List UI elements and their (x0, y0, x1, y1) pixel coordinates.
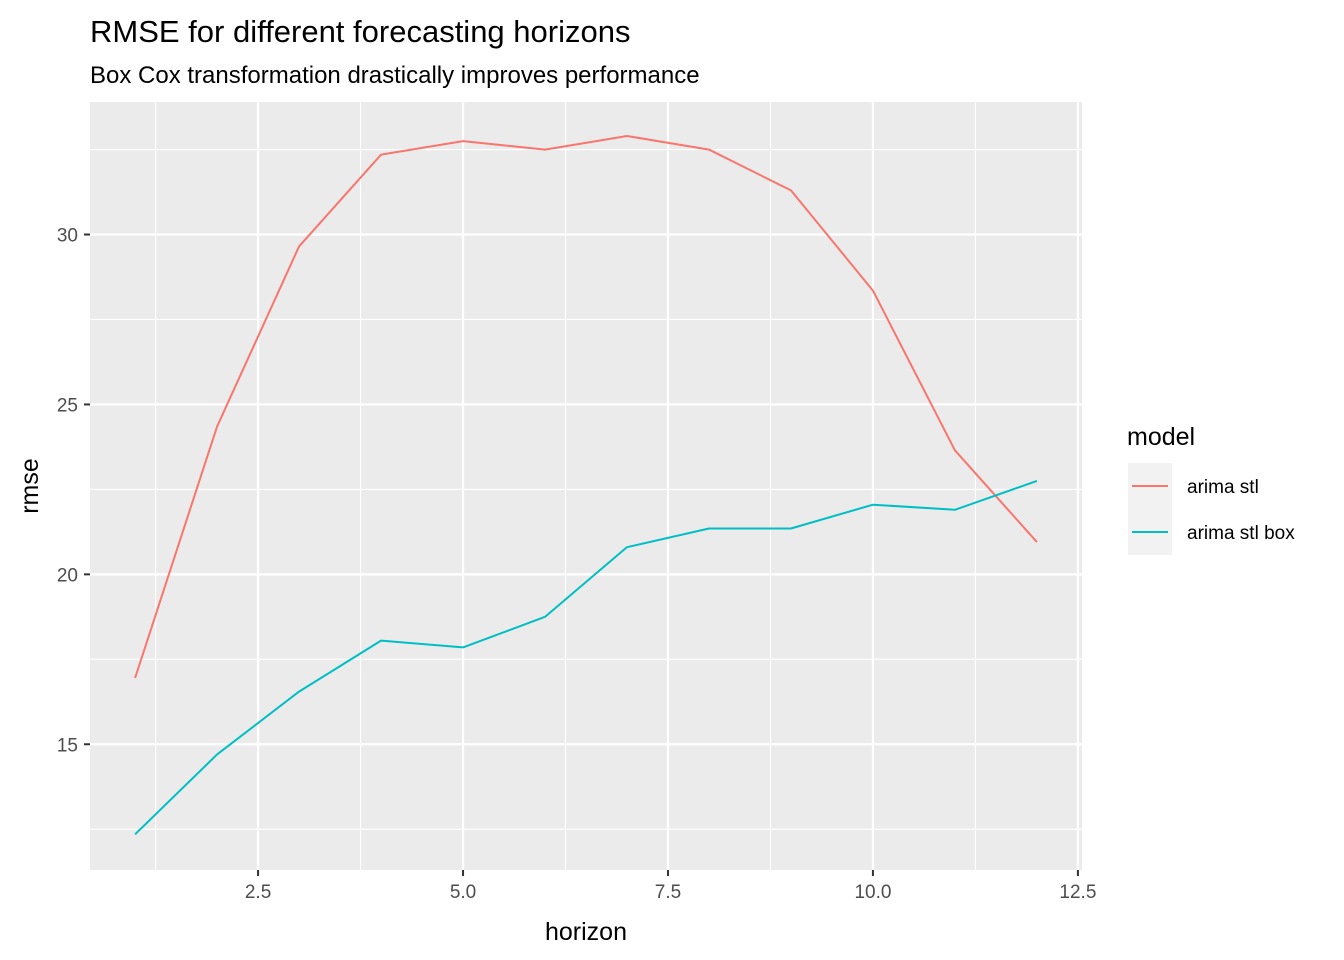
y-tick-label: 15 (57, 735, 78, 756)
x-axis-ticks: 2.5 5.0 7.5 10.0 12.5 (245, 870, 1096, 903)
chart-subtitle: Box Cox transformation drastically impro… (90, 62, 700, 89)
x-tick-label: 10.0 (854, 882, 891, 903)
x-tick-label: 2.5 (245, 882, 271, 903)
y-tick-label: 30 (57, 226, 78, 247)
series-lines (134, 134, 1038, 836)
x-tick-label: 7.5 (655, 882, 681, 903)
legend-title: model (1127, 423, 1195, 451)
y-axis-ticks: 15 20 25 30 (57, 226, 90, 756)
series-line (134, 479, 1038, 836)
major-gridlines (90, 102, 1082, 870)
legend-label: arima stl (1187, 477, 1259, 498)
plot-panel (90, 102, 1082, 870)
y-axis-title: rmse (16, 458, 44, 514)
chart-title: RMSE for different forecasting horizons (90, 14, 630, 49)
legend: arima stl arima stl box (1128, 463, 1295, 555)
x-tick-label: 5.0 (450, 882, 476, 903)
minor-gridlines (90, 102, 1082, 870)
series-line (134, 134, 1038, 679)
x-tick-label: 12.5 (1059, 882, 1096, 903)
y-tick-label: 20 (57, 565, 78, 586)
y-tick-label: 25 (57, 395, 78, 416)
x-axis-title: horizon (545, 918, 627, 946)
legend-label: arima stl box (1187, 523, 1295, 544)
